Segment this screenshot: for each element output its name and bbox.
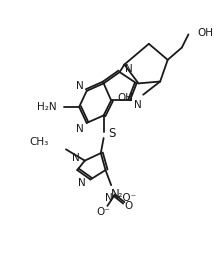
Text: O⁻: O⁻ bbox=[97, 207, 110, 217]
Text: N: N bbox=[76, 81, 84, 91]
Text: N: N bbox=[125, 64, 133, 74]
Text: O: O bbox=[124, 201, 132, 211]
Text: OH: OH bbox=[118, 93, 134, 102]
Text: N: N bbox=[78, 178, 86, 188]
Text: S: S bbox=[108, 127, 116, 140]
Text: N: N bbox=[111, 188, 119, 201]
Text: N: N bbox=[72, 153, 80, 163]
Text: N: N bbox=[134, 100, 141, 110]
Text: CH₃: CH₃ bbox=[30, 137, 49, 147]
Text: H₂N: H₂N bbox=[37, 102, 56, 112]
Text: N⁺²O⁻: N⁺²O⁻ bbox=[105, 193, 136, 203]
Text: N: N bbox=[76, 124, 84, 134]
Text: OH: OH bbox=[198, 27, 214, 37]
